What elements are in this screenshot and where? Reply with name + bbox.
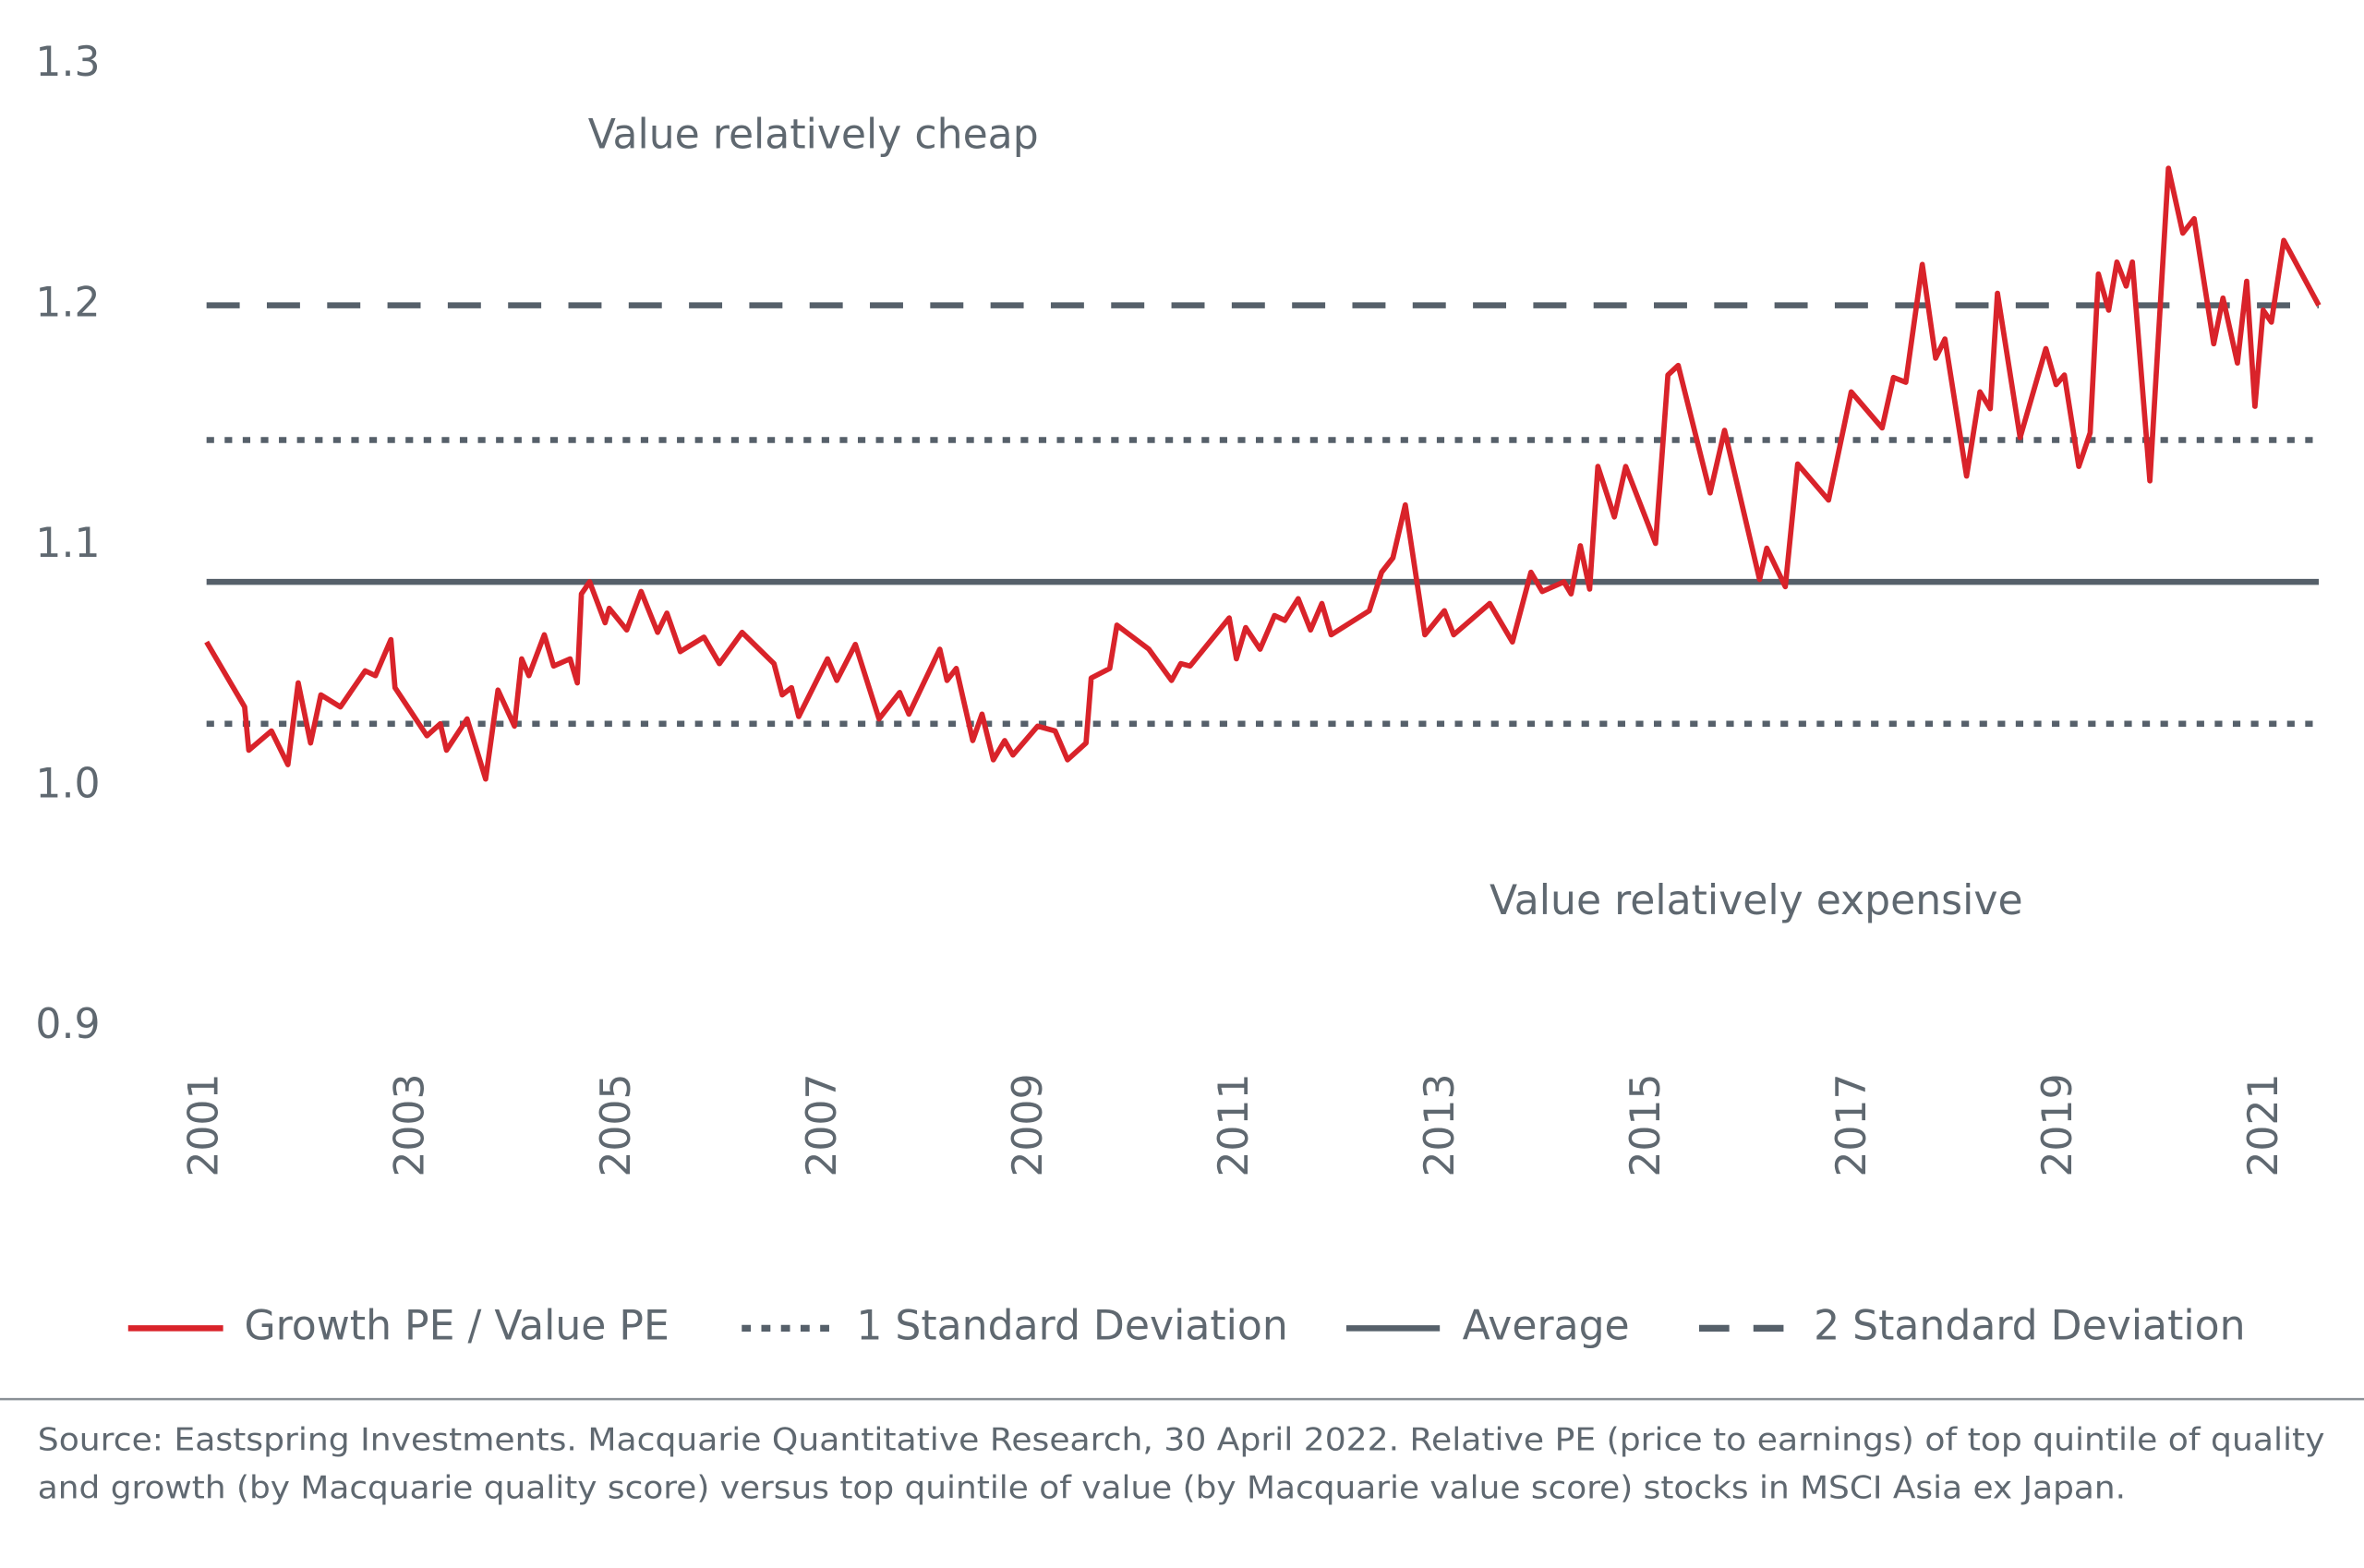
x-tick-label: 2017: [1828, 1073, 1876, 1176]
x-tick-label: 2007: [799, 1073, 846, 1176]
x-tick-label: 2011: [1211, 1073, 1258, 1176]
x-tick-label: 2005: [593, 1073, 640, 1176]
x-tick-label: 2009: [1005, 1073, 1052, 1176]
y-tick-label: 1.1: [35, 520, 100, 567]
x-tick-label: 2019: [2034, 1073, 2081, 1176]
legend-label: 2 Standard Deviation: [1814, 1302, 2245, 1349]
legend-label: 1 Standard Deviation: [856, 1302, 1287, 1349]
x-tick-label: 2001: [181, 1073, 228, 1176]
annotation: Value relatively cheap: [588, 112, 1039, 159]
x-tick-label: 2003: [387, 1073, 434, 1176]
x-tick-label: 2021: [2240, 1073, 2287, 1176]
source-note: Source: Eastspring Investments. Macquari…: [38, 1421, 2325, 1457]
y-tick-label: 1.0: [35, 760, 100, 807]
y-tick-label: 1.3: [35, 39, 100, 86]
data-line: [204, 165, 2322, 782]
x-tick-label: 2015: [1622, 1073, 1670, 1176]
annotation: Value relatively expensive: [1490, 877, 2023, 924]
legend-label: Average: [1463, 1302, 1630, 1349]
source-note: and growth (by Macquarie quality score) …: [38, 1470, 2126, 1506]
legend-label: Growth PE / Value PE: [244, 1302, 669, 1349]
y-tick-label: 1.2: [35, 280, 100, 327]
y-tick-label: 0.9: [35, 1001, 100, 1048]
x-tick-label: 2013: [1417, 1073, 1464, 1176]
